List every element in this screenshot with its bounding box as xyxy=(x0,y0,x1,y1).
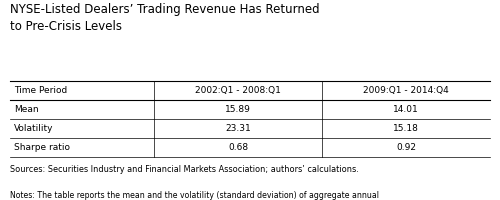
Text: Volatility: Volatility xyxy=(14,124,54,133)
Text: NYSE-Listed Dealers’ Trading Revenue Has Returned
to Pre-Crisis Levels: NYSE-Listed Dealers’ Trading Revenue Has… xyxy=(10,3,320,32)
Text: 0.92: 0.92 xyxy=(396,143,416,152)
Text: Notes: The table reports the mean and the volatility (standard deviation) of agg: Notes: The table reports the mean and th… xyxy=(10,191,379,200)
Text: 14.01: 14.01 xyxy=(393,105,419,114)
Text: 2009:Q1 - 2014:Q4: 2009:Q1 - 2014:Q4 xyxy=(363,86,449,95)
Text: 0.68: 0.68 xyxy=(228,143,248,152)
Text: Time Period: Time Period xyxy=(14,86,67,95)
Text: 15.18: 15.18 xyxy=(393,124,419,133)
Text: Sources: Securities Industry and Financial Markets Association; authors’ calcula: Sources: Securities Industry and Financi… xyxy=(10,165,359,174)
Text: 23.31: 23.31 xyxy=(225,124,251,133)
Text: 15.89: 15.89 xyxy=(225,105,251,114)
Text: 2002:Q1 - 2008:Q1: 2002:Q1 - 2008:Q1 xyxy=(195,86,281,95)
Text: Mean: Mean xyxy=(14,105,38,114)
Text: Sharpe ratio: Sharpe ratio xyxy=(14,143,70,152)
